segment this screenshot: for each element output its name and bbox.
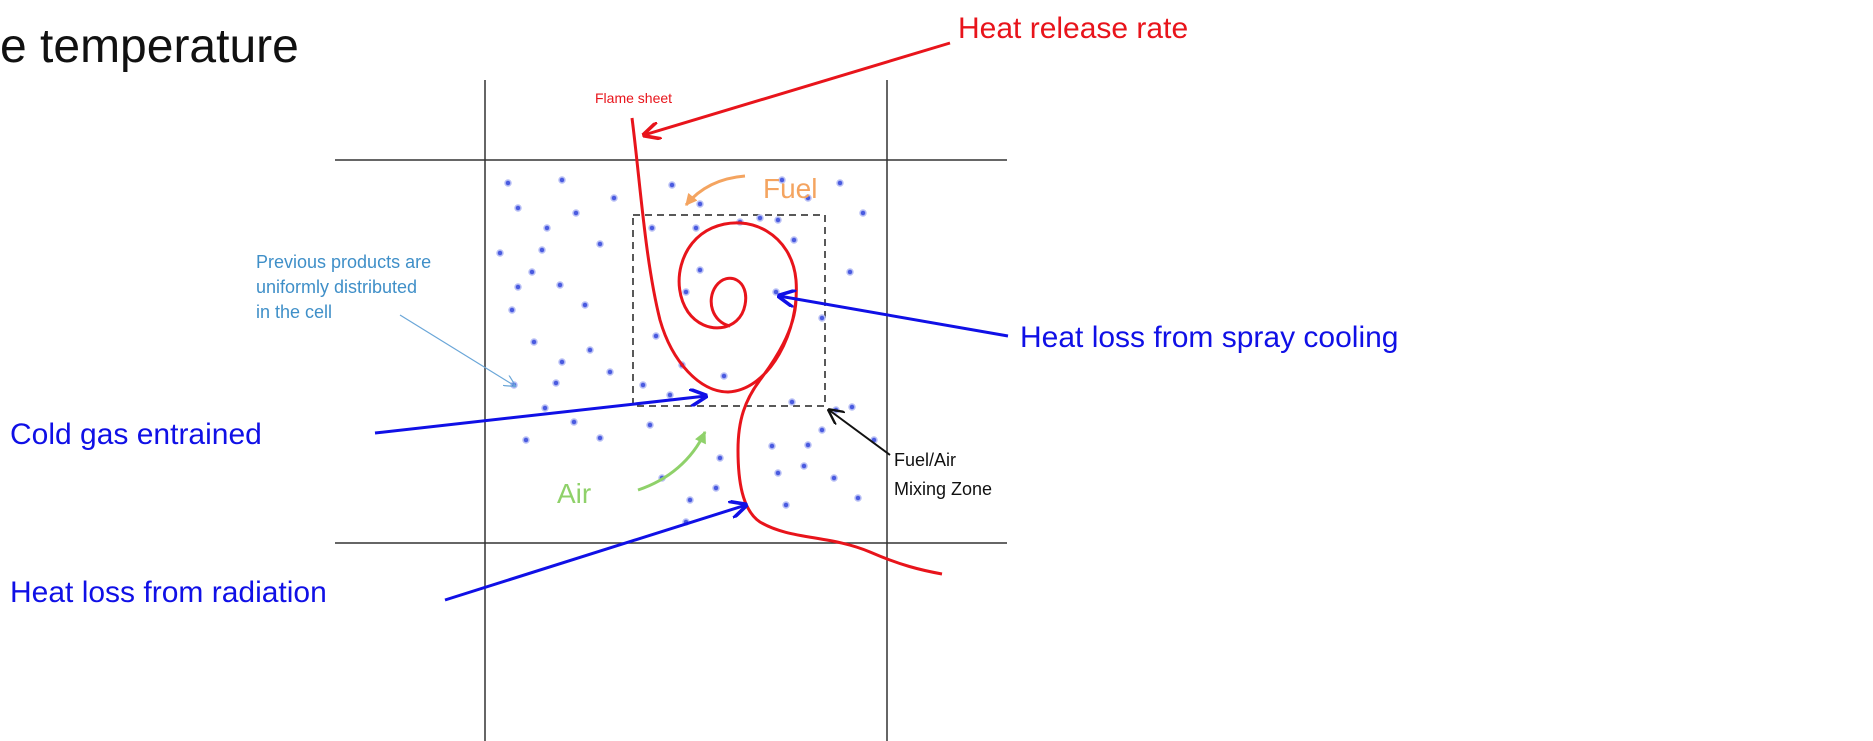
radiation-label: Heat loss from radiation [10,576,327,609]
products-label: uniformly distributed [256,277,417,297]
cold-gas-label: Cold gas entrained [10,418,262,451]
title: e temperature [0,20,299,73]
products-label: Previous products are [256,252,431,272]
mixing-zone-label: Mixing Zone [894,479,992,499]
air-arrow [637,430,707,492]
flame-sheet-curve [630,117,943,576]
mixing-zone-box [632,214,826,407]
air-label: Air [557,478,591,509]
cell-grid [335,80,1007,741]
mixing-zone-label: Fuel/Air [894,450,956,470]
products-label: in the cell [256,302,332,322]
products-arrow [399,314,515,386]
fuel-arrow [684,174,746,206]
flame-sheet-label: Flame sheet [595,90,672,106]
droplets [496,176,878,526]
heat-release-arrow [644,41,951,135]
heat-release-label: Heat release rate [958,12,1188,45]
cold-gas-arrow [374,396,706,435]
spray-cooling-label: Heat loss from spray cooling [1020,321,1399,354]
spray-cooling-arrow [779,296,1009,338]
radiation-arrow [444,505,746,602]
mixing-zone-arrow [829,410,891,456]
fuel-label: Fuel [763,173,817,204]
